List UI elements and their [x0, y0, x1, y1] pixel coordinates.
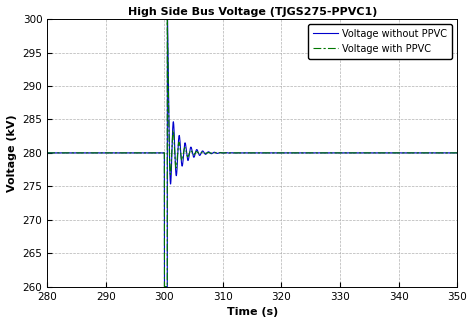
- Voltage with PPVC: [164, 17, 170, 21]
- Legend: Voltage without PPVC, Voltage with PPVC: Voltage without PPVC, Voltage with PPVC: [309, 24, 452, 59]
- Voltage with PPVC: [455, 151, 460, 155]
- Voltage without PPVC: [447, 151, 452, 155]
- Voltage without PPVC: [45, 151, 50, 155]
- Voltage without PPVC: [363, 151, 369, 155]
- Voltage without PPVC: [320, 151, 326, 155]
- Voltage without PPVC: [162, 285, 167, 289]
- Voltage with PPVC: [447, 151, 452, 155]
- Voltage without PPVC: [455, 151, 460, 155]
- Line: Voltage without PPVC: Voltage without PPVC: [47, 19, 457, 287]
- Title: High Side Bus Voltage (TJGS275-PPVC1): High Side Bus Voltage (TJGS275-PPVC1): [128, 7, 377, 17]
- Line: Voltage with PPVC: Voltage with PPVC: [47, 19, 457, 287]
- Voltage with PPVC: [366, 151, 372, 155]
- Voltage without PPVC: [66, 151, 72, 155]
- Voltage without PPVC: [164, 17, 170, 21]
- Voltage without PPVC: [117, 151, 122, 155]
- Voltage with PPVC: [117, 151, 122, 155]
- Voltage with PPVC: [363, 151, 369, 155]
- Voltage with PPVC: [320, 151, 326, 155]
- Voltage without PPVC: [366, 151, 372, 155]
- Voltage with PPVC: [45, 151, 50, 155]
- X-axis label: Time (s): Time (s): [227, 307, 278, 317]
- Voltage with PPVC: [66, 151, 72, 155]
- Voltage with PPVC: [162, 285, 167, 289]
- Y-axis label: Voltage (kV): Voltage (kV): [7, 114, 17, 192]
